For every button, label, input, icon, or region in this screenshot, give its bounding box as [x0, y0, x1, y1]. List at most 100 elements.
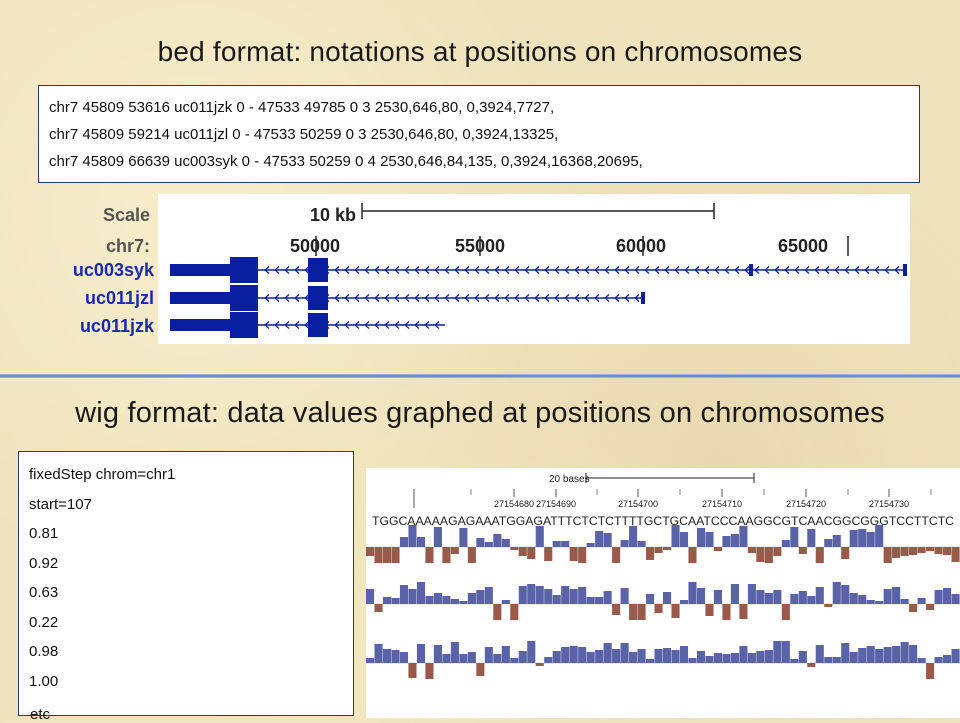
exon-block [749, 264, 753, 276]
wiggle-bar [739, 646, 748, 663]
track-label-uc011jzl[interactable]: uc011jzl [85, 288, 154, 308]
strand-arrow [334, 321, 340, 329]
strand-arrow [814, 266, 820, 274]
wiggle-bar [807, 529, 816, 547]
wiggle-bar [671, 604, 680, 618]
wiggle-bar [798, 547, 807, 554]
strand-arrow [584, 294, 590, 302]
wiggle-bar [391, 598, 400, 604]
strand-arrow [524, 266, 530, 274]
wiggle-bar [909, 645, 918, 663]
wiggle-bar [713, 653, 722, 663]
strand-arrow [274, 294, 280, 302]
wiggle-bar [476, 590, 485, 604]
wiggle-bar [926, 547, 935, 551]
wiggle-bar [586, 543, 595, 547]
wiggle-bar [391, 650, 400, 663]
exon-block [903, 264, 907, 276]
wiggle-bar [841, 585, 850, 604]
wiggle-bar [917, 547, 926, 553]
genome-browser-wiggle-tracks: 20 bases 27154680 27154690 27154700 2715… [366, 468, 960, 718]
strand-arrow [894, 266, 900, 274]
wiggle-bar [781, 604, 790, 620]
wiggle-bar [730, 653, 739, 663]
wiggle-bar [739, 526, 748, 547]
wiggle-bar [629, 526, 638, 547]
wiggle-bar [858, 595, 867, 604]
wiggle-bar [442, 596, 451, 604]
exon-block [641, 292, 645, 304]
strand-arrow [714, 266, 720, 274]
strand-arrow [534, 294, 540, 302]
strand-arrow [424, 294, 430, 302]
wiggle-bar [679, 532, 689, 547]
strand-arrow [424, 321, 430, 329]
wiggle-bar [637, 604, 646, 620]
scale-label: Scale [103, 205, 150, 225]
wiggle-bar [943, 588, 952, 604]
strand-arrow [604, 294, 610, 302]
wiggle-bar [433, 527, 442, 547]
wiggle-bar [866, 600, 875, 604]
wiggle-bar [892, 646, 901, 663]
wiggle-bar [807, 596, 816, 604]
strand-arrow [434, 321, 440, 329]
strand-arrow [534, 266, 540, 274]
wiggle-bar [951, 649, 960, 663]
bed-example-box: chr7 45809 53616 uc011jzk 0 - 47533 4978… [38, 85, 920, 183]
wiggle-bar [705, 656, 714, 663]
track-label-uc011jzk[interactable]: uc011jzk [80, 316, 155, 336]
exon-block [230, 312, 258, 338]
wiggle-bar [858, 648, 867, 663]
ruler-position: 27154730 [869, 499, 909, 509]
wiggle-bar [815, 645, 824, 663]
wiggle-bar [883, 647, 892, 663]
wiggle-bar [408, 663, 417, 678]
wiggle-bar [815, 547, 824, 563]
wiggle-bar [832, 582, 841, 604]
wiggle-bar [671, 650, 680, 663]
utr-block [170, 319, 236, 331]
wiggle-bar [663, 547, 672, 550]
wiggle-bar [620, 540, 629, 547]
strand-arrow [514, 294, 520, 302]
wiggle-bar [679, 600, 689, 604]
genome-browser-gene-tracks: Scale 10 kb chr7: 50000 55000 60000 6500… [73, 194, 910, 344]
wiggle-bar [764, 650, 773, 663]
strand-arrow [594, 266, 600, 274]
wig-header-line: fixedStep chrom=chr1 [29, 466, 176, 483]
strand-arrow [404, 321, 410, 329]
wiggle-bar [705, 604, 714, 616]
strand-arrow [384, 266, 390, 274]
wiggle-bar [578, 587, 587, 604]
wiggle-bar [781, 641, 790, 663]
wig-example-box: fixedStep chrom=chr1 start=107 0.81 0.92… [18, 451, 354, 716]
strand-arrow [384, 321, 390, 329]
wiggle-bar [603, 591, 612, 604]
wiggle-bar [527, 584, 536, 604]
strand-arrow [414, 321, 420, 329]
strand-arrow [404, 266, 410, 274]
wiggle-bar [646, 594, 655, 604]
wiggle-bar [858, 529, 867, 547]
wiggle-bar [798, 591, 807, 604]
wiggle-bar [399, 585, 409, 604]
wiggle-bar [671, 525, 680, 547]
wiggle-bar [433, 593, 442, 604]
strand-arrow [764, 266, 770, 274]
wiggle-bar [815, 587, 824, 604]
strand-arrow [374, 321, 380, 329]
strand-arrow [444, 266, 450, 274]
wiggle-bar [467, 652, 476, 663]
strand-arrow [414, 266, 420, 274]
wiggle-bar [408, 589, 417, 604]
bed-line: chr7 45809 59214 uc011jzl 0 - 47533 5025… [49, 126, 559, 143]
strand-arrow [864, 266, 870, 274]
wiggle-bar [595, 531, 604, 547]
track-label-uc003syk[interactable]: uc003syk [73, 260, 155, 280]
strand-arrow [274, 321, 280, 329]
position-ruler: 27154680 27154690 27154700 27154710 2715… [470, 489, 932, 509]
strand-arrow [824, 266, 830, 274]
wiggle-bar [722, 536, 731, 547]
strand-arrow [544, 294, 550, 302]
